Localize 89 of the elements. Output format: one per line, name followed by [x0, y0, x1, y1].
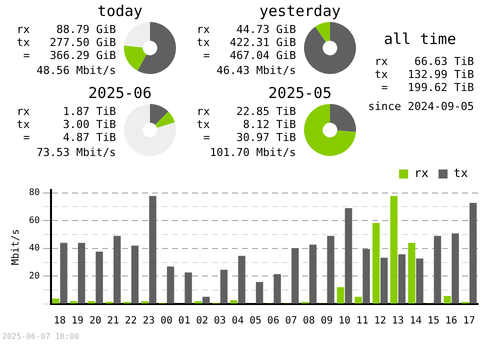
x-tick-label: 10 [338, 316, 351, 327]
bar [309, 244, 317, 304]
chart-title: 2025-05 [267, 84, 333, 102]
x-tick-label: 05 [249, 316, 262, 327]
bar [114, 236, 121, 304]
bar [238, 256, 246, 304]
x-tick-label: 22 [124, 316, 137, 327]
bar [96, 252, 103, 304]
text: = 366.29 GiB [22, 49, 116, 62]
bar [336, 287, 344, 304]
text: = 30.97 TiB [202, 131, 296, 144]
x-tick-label: 12 [374, 316, 386, 327]
bar [60, 242, 68, 304]
bar [380, 258, 388, 304]
text: 46.43 Mbit/s [216, 64, 296, 77]
bar [444, 296, 451, 304]
x-tick-label: 13 [392, 316, 404, 327]
y-tick-label: 40 [28, 244, 40, 254]
bar [434, 236, 442, 304]
text: tx 8.12 TiB [196, 118, 296, 131]
x-tick-label: 09 [320, 316, 333, 327]
bar [452, 233, 459, 304]
text: tx 422.31 GiB [196, 36, 296, 49]
bar [416, 258, 424, 304]
text: = 199.62 TiB [380, 81, 474, 94]
x-tick-label: 14 [410, 316, 422, 327]
x-tick-label: 19 [72, 316, 84, 327]
bar [166, 266, 174, 304]
x-tick-label: 23 [142, 316, 155, 327]
bar [390, 196, 398, 304]
x-tick-label: 01 [178, 316, 190, 327]
bar [149, 196, 156, 304]
x-tick-label: 03 [214, 316, 226, 327]
text: 48.56 Mbit/s [36, 64, 116, 77]
bar [202, 296, 210, 304]
text: rx 66.63 TiB [374, 55, 474, 68]
x-tick-label: 17 [463, 316, 476, 327]
y-tick-label: 80 [28, 188, 40, 198]
bar [398, 254, 406, 304]
bar [220, 270, 228, 304]
text: = 4.87 TiB [22, 131, 116, 144]
chart-title: 2025-06 [87, 84, 153, 102]
x-tick-label: 04 [232, 316, 244, 327]
text: 73.53 Mbit/s [36, 146, 116, 159]
text: tx 277.50 GiB [16, 36, 116, 49]
chart-title: yesterday [258, 2, 342, 20]
text: rx 44.73 GiB [196, 23, 296, 36]
text: rx 22.85 TiB [196, 105, 296, 118]
bar [344, 208, 352, 304]
x-tick-label: 16 [445, 316, 458, 327]
bar [372, 222, 380, 304]
legend-label: tx [454, 166, 468, 180]
text: since 2024-09-05 [368, 100, 474, 113]
x-tick-label: 06 [267, 316, 280, 327]
bar [470, 202, 477, 304]
text: rx 88.79 GiB [16, 23, 116, 36]
bar [52, 298, 60, 304]
y-axis-title: Mbit/s [10, 228, 22, 266]
chart-title: today [96, 2, 144, 20]
bar [362, 248, 370, 304]
x-tick-label: 02 [196, 316, 208, 327]
text: tx 3.00 TiB [16, 118, 116, 131]
x-tick-label: 21 [107, 316, 120, 327]
x-tick-label: 07 [285, 316, 298, 327]
bar [292, 248, 299, 304]
x-tick-label: 00 [160, 316, 173, 327]
bar [131, 246, 139, 304]
text: 101.70 Mbit/s [208, 146, 296, 159]
bar [274, 274, 281, 304]
text: rx 1.87 TiB [16, 105, 116, 118]
bar [230, 300, 238, 304]
y-tick-label: 20 [28, 272, 40, 282]
bar [354, 296, 362, 304]
text: 2025-06-07 18:00 [2, 332, 80, 341]
text: = 467.04 GiB [202, 49, 296, 62]
bar [408, 242, 416, 304]
bar [256, 282, 264, 304]
text: tx 132.99 TiB [374, 68, 474, 81]
text: all time [382, 30, 458, 48]
x-tick-label: 18 [54, 316, 66, 327]
y-tick-label: 60 [28, 216, 40, 226]
x-tick-label: 20 [89, 316, 102, 327]
bar [184, 272, 192, 304]
x-tick-label: 15 [427, 316, 440, 327]
x-tick-label: 11 [356, 316, 368, 327]
bar [327, 236, 334, 304]
legend-label: rx [414, 166, 429, 180]
x-tick-label: 08 [302, 316, 315, 327]
bar [78, 242, 86, 304]
